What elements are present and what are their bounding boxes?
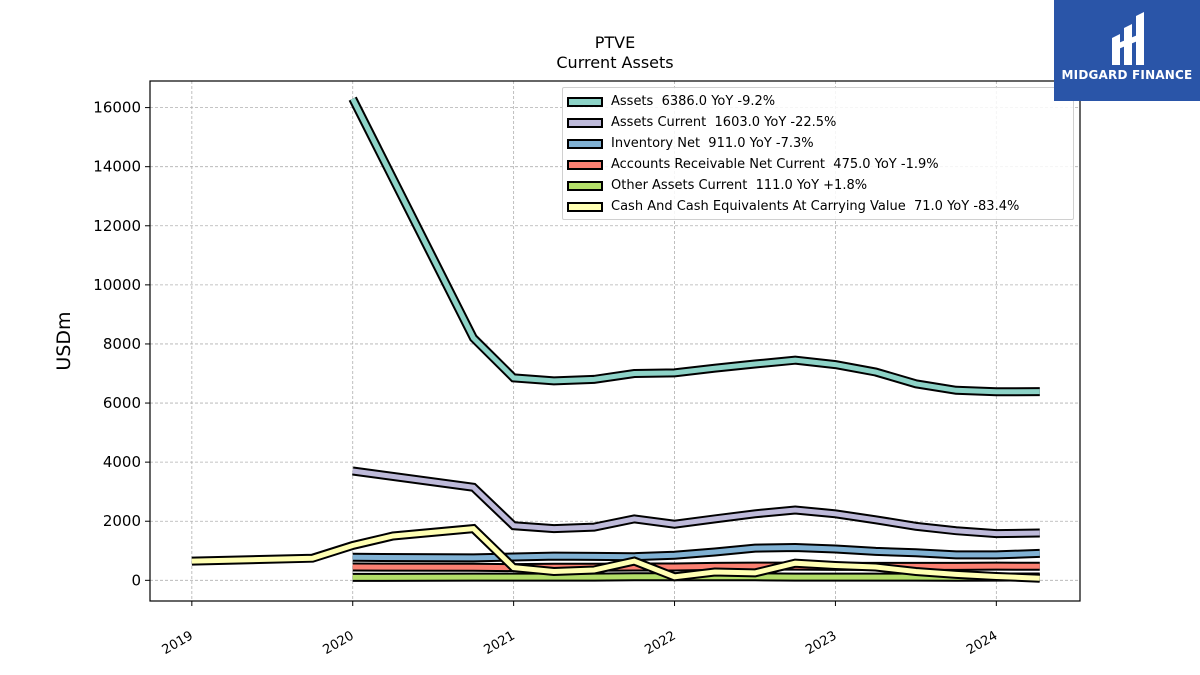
legend-label: Assets Current 1603.0 YoY -22.5% [611, 115, 837, 130]
y-tick-label: 14000 [93, 158, 141, 176]
legend-item: Assets Current 1603.0 YoY -22.5% [567, 112, 836, 133]
brand-logo: MIDGARD FINANCE [1054, 0, 1200, 101]
legend-swatch [567, 138, 603, 149]
legend-label: Assets 6386.0 YoY -9.2% [611, 94, 776, 109]
x-tick-label: 2021 [481, 628, 517, 658]
x-axis: 2019 2020 2021 2022 2023 2024 [160, 601, 1000, 658]
legend-label: Accounts Receivable Net Current 475.0 Yo… [611, 157, 939, 172]
x-tick-label: 2024 [964, 628, 1000, 658]
chart-title: PTVE [595, 33, 635, 52]
series-layer [191, 96, 1040, 583]
legend-swatch [567, 180, 603, 191]
legend-item: Accounts Receivable Net Current 475.0 Yo… [567, 154, 939, 175]
legend-swatch [567, 117, 603, 128]
y-tick-label: 8000 [103, 335, 141, 353]
series-line-2 [352, 544, 1040, 561]
legend: Assets 6386.0 YoY -9.2% Assets Current 16… [562, 87, 1074, 220]
x-tick-label: 2019 [160, 628, 196, 658]
y-tick-label: 6000 [103, 394, 141, 412]
series-line-5 [191, 526, 1040, 581]
legend-item: Cash And Cash Equivalents At Carrying Va… [567, 196, 1019, 217]
series-line-3 [352, 563, 1040, 571]
x-tick-label: 2020 [321, 628, 357, 658]
legend-item: Other Assets Current 111.0 YoY +1.8% [567, 175, 867, 196]
legend-swatch [567, 96, 603, 107]
y-tick-label: 4000 [103, 453, 141, 471]
legend-swatch [567, 201, 603, 212]
y-tick-label: 12000 [93, 217, 141, 235]
legend-item: Inventory Net 911.0 YoY -7.3% [567, 133, 814, 154]
y-axis: 0 2000 4000 6000 8000 10000 12000 14000 16000 [93, 99, 150, 589]
legend-label: Other Assets Current 111.0 YoY +1.8% [611, 178, 868, 193]
series-line-0 [350, 97, 1040, 395]
brand-logo-text: MIDGARD FINANCE [1061, 68, 1193, 82]
chart-subtitle: Current Assets [556, 53, 673, 72]
y-axis-label: USDm [53, 311, 75, 370]
brand-logo-mark-icon [1112, 12, 1144, 65]
series-line-1 [352, 468, 1040, 537]
x-tick-label: 2023 [803, 628, 839, 658]
y-tick-label: 2000 [103, 512, 141, 530]
x-tick-label: 2022 [642, 628, 678, 658]
y-tick-label: 16000 [93, 99, 141, 117]
legend-swatch [567, 159, 603, 170]
y-tick-label: 0 [131, 571, 141, 589]
y-tick-label: 10000 [93, 276, 141, 294]
legend-label: Cash And Cash Equivalents At Carrying Va… [611, 199, 1020, 214]
legend-item: Assets 6386.0 YoY -9.2% [567, 91, 775, 112]
legend-label: Inventory Net 911.0 YoY -7.3% [611, 136, 814, 151]
series-outline-1 [352, 466, 1040, 539]
plot-frame [149, 80, 1081, 602]
